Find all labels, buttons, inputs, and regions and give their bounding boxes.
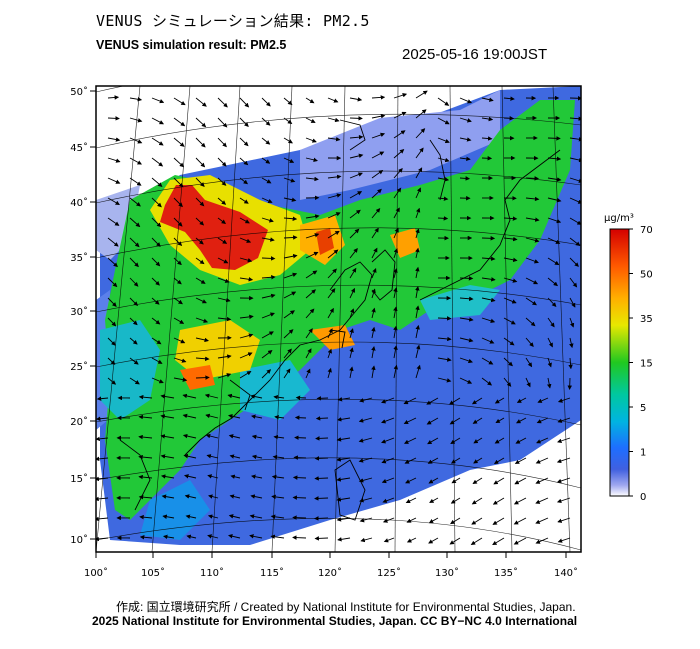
lat-tick-label: 45˚: [70, 142, 88, 154]
lat-tick-label: 15˚: [70, 473, 88, 485]
colorbar: [609, 228, 630, 497]
lon-tick-label: 140˚: [554, 567, 578, 579]
lon-tick-label: 100˚: [84, 567, 108, 579]
lat-tick-label: 35˚: [70, 252, 88, 264]
lon-tick-label: 105˚: [141, 567, 165, 579]
lat-tick-label: 30˚: [70, 306, 88, 318]
lat-tick-label: 25˚: [70, 361, 88, 373]
map-field: [96, 86, 581, 552]
colorbar-unit: μg/m³: [604, 213, 634, 224]
colorbar-tick-label: 70: [640, 225, 653, 236]
colorbar-tick-label: 0: [640, 492, 646, 503]
lon-tick-label: 115˚: [260, 567, 284, 579]
colorbar-tick-label: 35: [640, 314, 653, 325]
lat-tick-label: 40˚: [70, 197, 88, 209]
wind-vectors: [96, 90, 581, 546]
coastlines: [119, 119, 561, 521]
axis-ticks: [90, 90, 567, 558]
lon-tick-label: 125˚: [377, 567, 401, 579]
credit-line-1: 作成: 国立環境研究所 / Created by National Instit…: [116, 600, 576, 614]
high-concentration-area: [160, 185, 268, 270]
colorbar-tick-label: 1: [640, 448, 646, 459]
lat-tick-label: 20˚: [70, 416, 88, 428]
credit-line-2: 2025 National Institute for Environmenta…: [92, 614, 578, 628]
colorbar-tick-label: 15: [640, 359, 653, 370]
lon-tick-label: 130˚: [435, 567, 459, 579]
map-frame: [95, 85, 582, 553]
lon-tick-label: 120˚: [318, 567, 342, 579]
forecast-datetime: 2025-05-16 19:00JST: [402, 46, 548, 63]
lat-tick-label: 10˚: [70, 534, 88, 546]
colorbar-tick-label: 50: [640, 270, 653, 281]
title-japanese: VENUS シミュレーション結果: PM2.5: [96, 12, 370, 30]
lon-tick-label: 110˚: [200, 567, 224, 579]
lat-tick-label: 50˚: [70, 86, 88, 98]
colorbar-tick-label: 5: [640, 403, 646, 414]
title-english: VENUS simulation result: PM2.5: [96, 38, 287, 52]
lon-tick-label: 135˚: [494, 567, 518, 579]
